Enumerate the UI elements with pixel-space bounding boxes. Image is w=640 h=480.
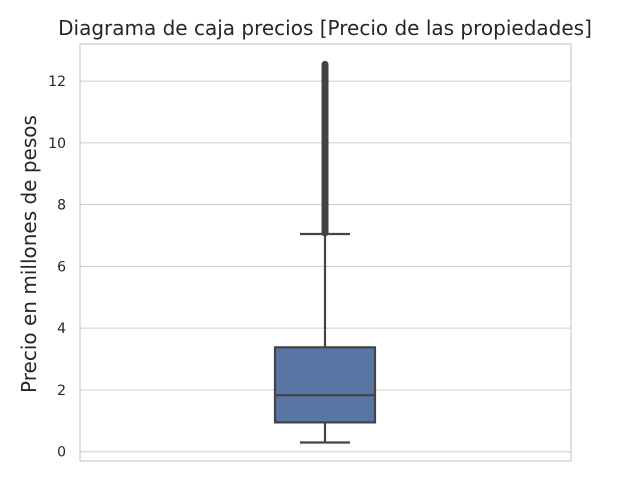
y-tick-label: 0 bbox=[57, 445, 66, 461]
y-tick-label: 6 bbox=[57, 259, 66, 275]
y-tick-label: 12 bbox=[48, 74, 66, 90]
chart-title: Diagrama de caja precios [Precio de las … bbox=[58, 16, 592, 40]
y-tick-label: 4 bbox=[57, 321, 66, 337]
iqr-box bbox=[273, 346, 377, 424]
y-tick-label: 10 bbox=[48, 136, 66, 152]
plot-marks bbox=[273, 60, 377, 444]
y-axis-label: Precio en millones de pesos bbox=[17, 115, 41, 393]
y-tick-label: 2 bbox=[57, 383, 66, 399]
plot-frame bbox=[79, 43, 572, 462]
outlier-point bbox=[321, 60, 329, 68]
y-tick-labels: 0 2 4 6 8 10 12 bbox=[48, 74, 66, 461]
y-tick-label: 8 bbox=[57, 198, 66, 214]
